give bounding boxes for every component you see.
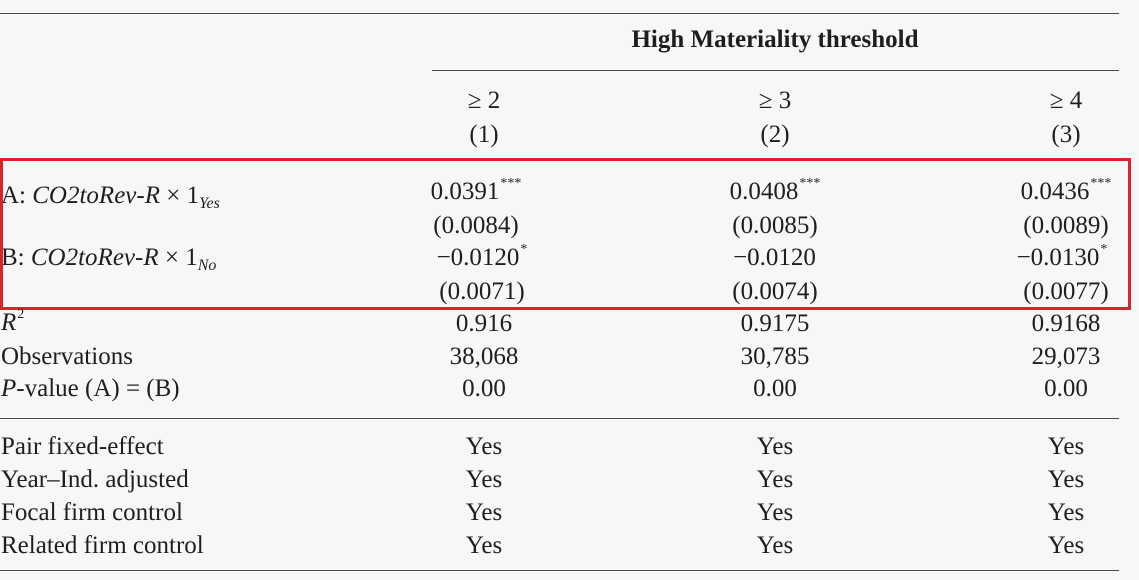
r2-label: R2 [1, 307, 25, 336]
row-b-se-1: (0.0071) [439, 278, 525, 305]
control-label: Focal firm control [1, 499, 183, 526]
control-value: Yes [465, 466, 503, 493]
control-label: Year–Ind. adjusted [1, 466, 189, 493]
control-label: Pair fixed-effect [1, 433, 164, 460]
group-title: High Materiality threshold [631, 26, 919, 53]
row-b-coef-3: −0.0130* [1016, 242, 1108, 271]
row-a-label: A: CO2toRev-R × 1Yes [1, 182, 220, 212]
col-number-2: (2) [760, 121, 790, 148]
control-value: Yes [1047, 532, 1085, 559]
row-b-label: B: CO2toRev-R × 1No [1, 244, 217, 274]
control-value: Yes [465, 499, 503, 526]
col-number-3: (3) [1051, 121, 1081, 148]
control-value: Yes [465, 433, 503, 460]
row-a-se-3: (0.0089) [1023, 212, 1109, 239]
col-threshold-2: ≥ 3 [758, 87, 792, 114]
group-rule [432, 70, 1119, 71]
pvalue-value-3: 0.00 [1044, 375, 1088, 402]
mid-rule [0, 418, 1119, 419]
control-value: Yes [756, 466, 794, 493]
row-a-coef-2: 0.0408*** [729, 176, 821, 205]
control-value: Yes [465, 532, 503, 559]
obs-value-2: 30,785 [740, 343, 810, 370]
control-value: Yes [756, 499, 794, 526]
row-a-coef-3: 0.0436*** [1020, 176, 1112, 205]
row-b-se-3: (0.0077) [1023, 278, 1109, 305]
row-b-coef-1: −0.0120* [436, 242, 528, 271]
control-value: Yes [756, 532, 794, 559]
col-threshold-1: ≥ 2 [467, 87, 501, 114]
control-value: Yes [1047, 433, 1085, 460]
row-a-se-1: (0.0084) [433, 212, 519, 239]
control-value: Yes [1047, 466, 1085, 493]
obs-value-1: 38,068 [449, 343, 519, 370]
control-label: Related firm control [1, 532, 204, 559]
control-value: Yes [1047, 499, 1085, 526]
row-b-coef-2: −0.0120 [733, 244, 816, 271]
control-value: Yes [756, 433, 794, 460]
bottom-rule [0, 570, 1119, 571]
r2-value-1: 0.916 [455, 310, 513, 337]
highlight-box [0, 158, 1131, 310]
row-a-se-2: (0.0085) [732, 212, 818, 239]
r2-value-2: 0.9175 [740, 310, 810, 337]
obs-label: Observations [1, 343, 133, 370]
obs-value-3: 29,073 [1031, 343, 1101, 370]
pvalue-label: P-value (A) = (B) [1, 375, 180, 402]
col-number-1: (1) [469, 121, 499, 148]
row-a-coef-1: 0.0391*** [430, 176, 522, 205]
row-b-se-2: (0.0074) [732, 278, 818, 305]
pvalue-value-1: 0.00 [462, 375, 506, 402]
r2-value-3: 0.9168 [1031, 310, 1101, 337]
top-rule [0, 13, 1119, 14]
pvalue-value-2: 0.00 [753, 375, 797, 402]
col-threshold-3: ≥ 4 [1049, 87, 1083, 114]
